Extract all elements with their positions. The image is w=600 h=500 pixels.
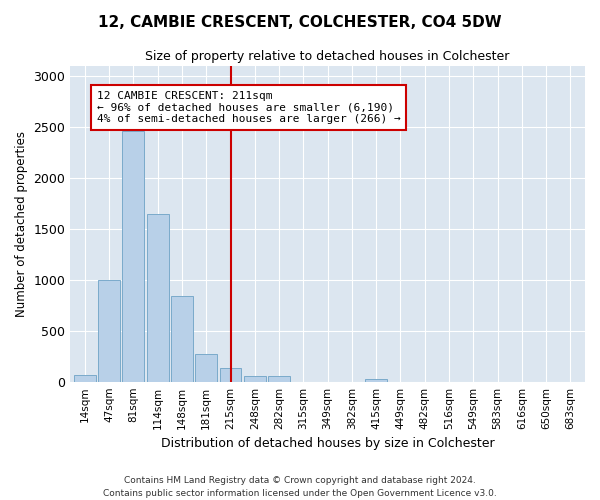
Bar <box>74 374 96 382</box>
Bar <box>122 131 145 382</box>
Bar <box>268 376 290 382</box>
Bar <box>196 354 217 382</box>
X-axis label: Distribution of detached houses by size in Colchester: Distribution of detached houses by size … <box>161 437 494 450</box>
Y-axis label: Number of detached properties: Number of detached properties <box>15 130 28 316</box>
Text: Contains HM Land Registry data © Crown copyright and database right 2024.
Contai: Contains HM Land Registry data © Crown c… <box>103 476 497 498</box>
Bar <box>147 214 169 382</box>
Bar <box>220 368 241 382</box>
Text: 12 CAMBIE CRESCENT: 211sqm
← 96% of detached houses are smaller (6,190)
4% of se: 12 CAMBIE CRESCENT: 211sqm ← 96% of deta… <box>97 91 401 124</box>
Bar <box>244 376 266 382</box>
Text: 12, CAMBIE CRESCENT, COLCHESTER, CO4 5DW: 12, CAMBIE CRESCENT, COLCHESTER, CO4 5DW <box>98 15 502 30</box>
Bar <box>98 280 120 382</box>
Title: Size of property relative to detached houses in Colchester: Size of property relative to detached ho… <box>145 50 510 63</box>
Bar <box>365 378 387 382</box>
Bar <box>171 296 193 382</box>
